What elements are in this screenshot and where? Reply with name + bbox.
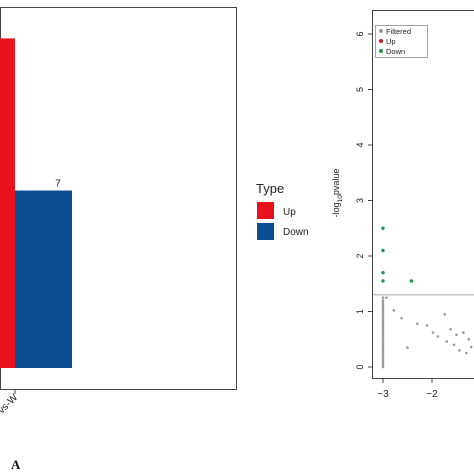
legend-down-label: Down bbox=[283, 227, 309, 238]
point-filtered bbox=[465, 351, 468, 355]
point-filtered bbox=[381, 316, 385, 320]
legend-up-swatch bbox=[257, 202, 274, 219]
point-filtered bbox=[381, 341, 385, 344]
point-filtered bbox=[381, 299, 385, 302]
point-filtered bbox=[400, 316, 403, 320]
point-filtered bbox=[467, 337, 471, 341]
legend-filtered-dot bbox=[379, 29, 383, 33]
y-tick-label: 2 bbox=[355, 253, 365, 258]
legend-down-swatch bbox=[257, 223, 274, 240]
point-down bbox=[381, 248, 385, 253]
point-filtered bbox=[452, 343, 456, 347]
point-filtered bbox=[381, 347, 385, 351]
y-tick-label: 4 bbox=[355, 142, 365, 147]
legend-up-dot bbox=[379, 39, 383, 43]
point-filtered bbox=[381, 321, 385, 324]
point-filtered bbox=[381, 352, 385, 355]
point-filtered bbox=[381, 356, 385, 360]
legend-up-label: Up bbox=[283, 207, 296, 218]
point-filtered bbox=[455, 333, 458, 337]
point-filtered bbox=[469, 345, 473, 349]
point-filtered bbox=[436, 335, 440, 338]
point-filtered bbox=[381, 336, 385, 340]
point-filtered bbox=[381, 350, 385, 353]
point-filtered bbox=[443, 312, 447, 316]
figure-label: A bbox=[11, 457, 21, 472]
legend-up-scatter-label: Up bbox=[386, 37, 396, 46]
legend-filtered-label: Filtered bbox=[386, 27, 411, 36]
point-filtered bbox=[425, 324, 429, 327]
x-tick-label: −3 bbox=[377, 389, 389, 400]
volcano-y-axis: 0 1 2 3 4 5 6 bbox=[355, 31, 372, 370]
y-tick-label: 3 bbox=[355, 198, 365, 203]
volcano-x-axis: −3−2−1 bbox=[377, 379, 438, 400]
point-filtered bbox=[381, 325, 385, 329]
point-filtered bbox=[449, 327, 452, 331]
point-filtered bbox=[431, 331, 435, 334]
y-tick-label: 0 bbox=[355, 364, 365, 369]
point-filtered bbox=[392, 309, 396, 312]
point-filtered bbox=[381, 307, 385, 311]
point-filtered bbox=[381, 365, 385, 369]
point-down bbox=[381, 226, 385, 230]
point-filtered bbox=[381, 310, 385, 313]
point-filtered bbox=[458, 349, 461, 352]
volcano-points bbox=[381, 226, 473, 369]
point-filtered bbox=[381, 334, 385, 338]
point-filtered bbox=[381, 343, 385, 347]
point-down bbox=[381, 270, 385, 275]
y-tick-label: 6 bbox=[355, 31, 365, 36]
point-filtered bbox=[381, 319, 385, 322]
point-down bbox=[409, 279, 414, 283]
point-filtered bbox=[381, 330, 385, 333]
volcano-legend-box bbox=[375, 25, 428, 58]
bar-down bbox=[15, 190, 72, 368]
point-filtered bbox=[381, 359, 385, 362]
point-filtered bbox=[445, 340, 449, 343]
bar-group bbox=[0, 38, 72, 368]
point-filtered bbox=[381, 332, 385, 336]
bar-legend-title: Type bbox=[256, 181, 284, 196]
point-filtered bbox=[406, 346, 409, 349]
point-filtered bbox=[381, 327, 385, 331]
volcano-plot-frame bbox=[372, 10, 474, 379]
point-filtered bbox=[381, 323, 385, 327]
point-filtered bbox=[381, 345, 385, 349]
point-filtered bbox=[381, 296, 385, 299]
point-filtered bbox=[381, 354, 385, 358]
bar-data-label: 7 bbox=[55, 179, 61, 190]
volcano-y-axis-title: -log10pvalue bbox=[331, 169, 344, 218]
point-filtered bbox=[416, 322, 419, 326]
y-tick-label: 5 bbox=[355, 87, 365, 92]
legend-down-scatter-label: Down bbox=[386, 47, 405, 56]
legend-down-dot bbox=[379, 49, 383, 53]
x-tick-label: −2 bbox=[426, 389, 438, 400]
point-filtered bbox=[381, 361, 385, 364]
bar-category-label: vs-W bbox=[0, 392, 21, 416]
point-filtered bbox=[381, 305, 385, 309]
point-down bbox=[381, 279, 385, 283]
point-filtered bbox=[381, 303, 385, 307]
point-filtered bbox=[381, 339, 385, 342]
point-filtered bbox=[381, 363, 385, 367]
point-filtered bbox=[381, 301, 385, 304]
bar-up bbox=[0, 38, 15, 368]
y-tick-label: 1 bbox=[355, 309, 365, 314]
point-filtered bbox=[381, 312, 385, 316]
point-filtered bbox=[385, 296, 388, 299]
point-filtered bbox=[462, 331, 465, 334]
point-filtered bbox=[381, 314, 385, 318]
